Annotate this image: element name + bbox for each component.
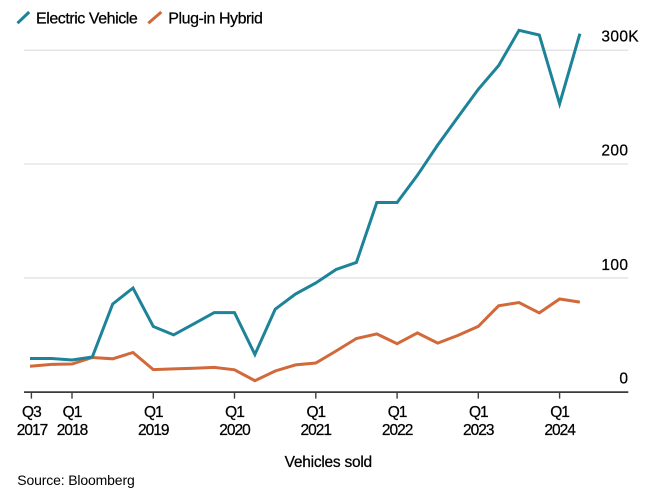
svg-text:Plug-in Hybrid: Plug-in Hybrid [168, 11, 262, 28]
svg-text:2020: 2020 [219, 422, 251, 439]
svg-text:100: 100 [601, 257, 628, 274]
svg-text:2023: 2023 [463, 422, 494, 439]
svg-text:Vehicles sold: Vehicles sold [285, 454, 372, 471]
svg-text:2022: 2022 [382, 422, 413, 439]
svg-text:2018: 2018 [57, 422, 88, 439]
svg-text:2019: 2019 [138, 422, 169, 439]
svg-text:Q1: Q1 [550, 404, 569, 421]
svg-text:Q1: Q1 [306, 404, 325, 421]
svg-text:0: 0 [619, 371, 628, 388]
svg-text:Q1: Q1 [144, 404, 163, 421]
svg-text:K: K [628, 29, 639, 46]
svg-text:Q3: Q3 [22, 404, 41, 421]
svg-text:Q1: Q1 [63, 404, 82, 421]
svg-text:Source: Bloomberg: Source: Bloomberg [17, 472, 134, 488]
svg-text:Q1: Q1 [469, 404, 488, 421]
svg-text:300: 300 [601, 29, 628, 46]
svg-text:Electric Vehicle: Electric Vehicle [36, 11, 138, 28]
svg-text:Q1: Q1 [225, 404, 244, 421]
svg-text:2017: 2017 [17, 422, 48, 439]
svg-text:Q1: Q1 [388, 404, 407, 421]
svg-text:2024: 2024 [544, 422, 576, 439]
svg-text:2021: 2021 [301, 422, 332, 439]
svg-text:200: 200 [601, 142, 628, 159]
